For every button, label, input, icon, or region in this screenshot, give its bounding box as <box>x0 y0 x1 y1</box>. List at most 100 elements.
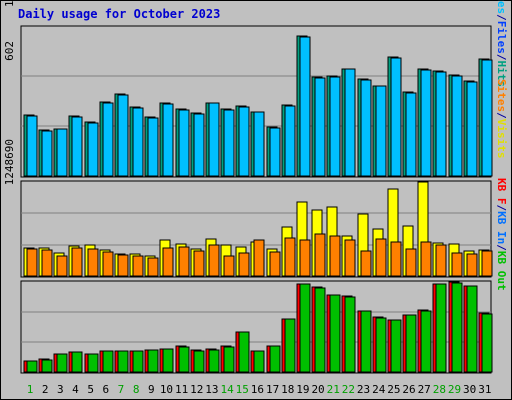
bar-visits-sites-sites-31 <box>481 250 493 277</box>
day-label-20: 20 <box>311 383 324 396</box>
bar-pages-files-hits-files-31 <box>481 59 493 177</box>
bar-visits-sites-sites-30 <box>466 253 478 277</box>
day-label-26: 26 <box>402 383 415 396</box>
day-label-5: 5 <box>87 383 94 396</box>
bar-visits-sites-sites-23 <box>360 250 372 277</box>
day-label-13: 13 <box>205 383 218 396</box>
bar-pages-files-hits-files-11 <box>178 109 190 177</box>
bar-visits-sites-sites-7 <box>117 254 129 277</box>
legend-pages: Pages <box>495 0 508 14</box>
bar-visits-sites-sites-9 <box>147 257 159 277</box>
day-label-11: 11 <box>175 383 188 396</box>
bar-kb-kb-in-21 <box>329 294 341 373</box>
bar-pages-files-hits-files-12 <box>193 113 205 177</box>
bar-kb-kb-in-13 <box>208 349 220 373</box>
bar-visits-sites-sites-26 <box>405 248 417 277</box>
day-label-22: 22 <box>342 383 355 396</box>
bar-visits-sites-sites-12 <box>193 250 205 277</box>
day-label-8: 8 <box>133 383 140 396</box>
bar-pages-files-hits-files-26 <box>405 92 417 177</box>
bar-pages-files-hits-files-24 <box>375 85 387 177</box>
bar-pages-files-hits-files-3 <box>56 128 68 177</box>
bar-pages-files-hits-files-18 <box>284 105 296 177</box>
bar-pages-files-hits-files-10 <box>162 103 174 177</box>
bar-pages-files-hits-files-23 <box>360 79 372 177</box>
bar-kb-kb-in-18 <box>284 318 296 373</box>
bar-visits-sites-sites-22 <box>344 239 356 277</box>
bar-pages-files-hits-files-27 <box>420 69 432 177</box>
bar-pages-files-hits-files-4 <box>71 116 83 177</box>
legend-separator: / <box>495 53 508 61</box>
bar-kb-kb-in-14 <box>223 346 235 373</box>
bar-pages-files-hits-files-15 <box>238 106 250 177</box>
bar-visits-sites-sites-18 <box>284 237 296 277</box>
bar-pages-files-hits-files-8 <box>132 107 144 177</box>
bar-visits-sites-sites-11 <box>178 246 190 277</box>
day-label-29: 29 <box>448 383 461 396</box>
bar-visits-sites-sites-27 <box>420 241 432 277</box>
bar-kb-kb-in-7 <box>117 350 129 373</box>
bar-visits-sites-sites-28 <box>435 244 447 277</box>
bar-visits-sites-sites-1 <box>26 248 38 277</box>
bar-visits-sites-sites-14 <box>223 255 235 277</box>
legend-kbf: KB F <box>495 178 508 205</box>
bar-pages-files-hits-files-5 <box>87 122 99 177</box>
day-label-16: 16 <box>251 383 264 396</box>
bar-kb-kb-in-9 <box>147 349 159 373</box>
bar-pages-files-hits-files-20 <box>314 77 326 177</box>
bar-pages-files-hits-files-29 <box>451 75 463 177</box>
bar-pages-files-hits-files-19 <box>299 36 311 177</box>
bar-visits-sites-sites-19 <box>299 239 311 277</box>
bar-kb-kb-in-26 <box>405 314 417 373</box>
legend-separator: / <box>495 14 508 21</box>
bar-visits-sites-sites-2 <box>41 249 53 277</box>
bar-kb-kb-in-12 <box>193 350 205 373</box>
day-label-4: 4 <box>72 383 79 396</box>
day-label-30: 30 <box>463 383 476 396</box>
bar-kb-kb-in-6 <box>102 350 114 373</box>
bar-pages-files-hits-files-21 <box>329 76 341 177</box>
bar-pages-files-hits-files-25 <box>390 57 402 177</box>
bar-visits-sites-sites-15 <box>238 252 250 277</box>
bar-kb-kb-in-11 <box>178 346 190 373</box>
bar-kb-kb-in-2 <box>41 359 53 373</box>
day-label-27: 27 <box>418 383 431 396</box>
day-label-7: 7 <box>118 383 125 396</box>
bar-kb-kb-in-31 <box>481 313 493 373</box>
bar-kb-kb-in-25 <box>390 319 402 373</box>
bar-kb-kb-in-28 <box>435 283 447 373</box>
bar-kb-kb-in-20 <box>314 287 326 373</box>
bar-visits-sites-sites-20 <box>314 233 326 277</box>
bar-kb-kb-in-27 <box>420 310 432 373</box>
bar-kb-kb-in-3 <box>56 353 68 373</box>
bar-visits-sites-sites-10 <box>162 247 174 277</box>
bar-kb-kb-in-24 <box>375 317 387 373</box>
day-label-23: 23 <box>357 383 370 396</box>
bar-visits-sites-sites-3 <box>56 255 68 277</box>
bar-pages-files-hits-files-30 <box>466 81 478 177</box>
day-label-19: 19 <box>296 383 309 396</box>
day-label-2: 2 <box>42 383 49 396</box>
bar-kb-kb-in-29 <box>451 282 463 373</box>
bar-visits-sites-sites-24 <box>375 238 387 277</box>
legend-separator: / <box>495 244 508 251</box>
day-label-14: 14 <box>220 383 234 396</box>
day-label-24: 24 <box>372 383 386 396</box>
day-label-12: 12 <box>190 383 203 396</box>
bar-kb-kb-in-10 <box>162 348 174 373</box>
bar-pages-files-hits-files-9 <box>147 117 159 177</box>
legend-files: Files <box>495 20 508 54</box>
bar-kb-kb-in-1 <box>26 360 38 373</box>
bar-visits-sites-sites-13 <box>208 244 220 277</box>
bar-visits-sites-sites-25 <box>390 241 402 277</box>
bar-visits-sites-sites-29 <box>451 252 463 277</box>
legend-visits: Visits <box>495 118 508 159</box>
bar-visits-sites-sites-21 <box>329 235 341 277</box>
legend-separator: / <box>495 112 508 119</box>
bar-visits-sites-sites-5 <box>87 248 99 277</box>
day-label-6: 6 <box>102 383 109 396</box>
bar-pages-files-hits-files-14 <box>223 109 235 177</box>
bar-pages-files-hits-files-13 <box>208 102 220 177</box>
panel3-ymax-label: 1248690 <box>3 139 16 186</box>
